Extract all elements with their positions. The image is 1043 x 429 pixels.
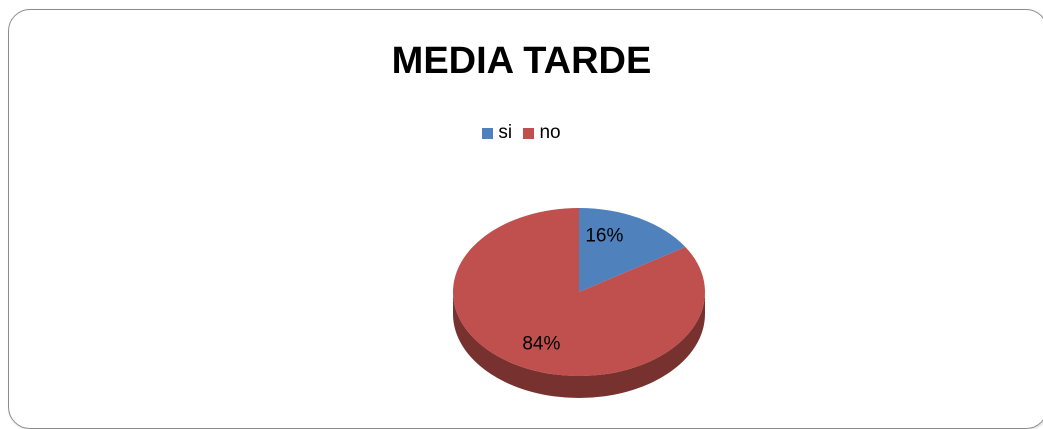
data-label-si: 16% xyxy=(585,226,623,247)
pie-depth xyxy=(453,292,705,398)
legend-item-no: no xyxy=(523,122,561,144)
legend-label-si: si xyxy=(498,122,513,143)
pie-data-labels: 16% 84% xyxy=(522,226,623,355)
chart-legend: si no xyxy=(0,122,1043,145)
data-label-no: 84% xyxy=(522,334,560,355)
legend-swatch-no xyxy=(523,127,535,139)
pie-chart: 16% 84% xyxy=(453,208,705,398)
pie-side-no xyxy=(453,292,705,398)
pie-slice-si xyxy=(579,208,686,292)
chart-title: MEDIA TARDE xyxy=(391,40,652,82)
pie-slice-no xyxy=(453,208,705,377)
legend-swatch-si xyxy=(482,127,494,139)
legend-label-no: no xyxy=(539,122,561,143)
pie-slices xyxy=(453,208,705,377)
legend-item-si: si xyxy=(482,122,512,144)
chart-frame: MEDIA TARDE si no 16% 84% xyxy=(0,9,1043,429)
